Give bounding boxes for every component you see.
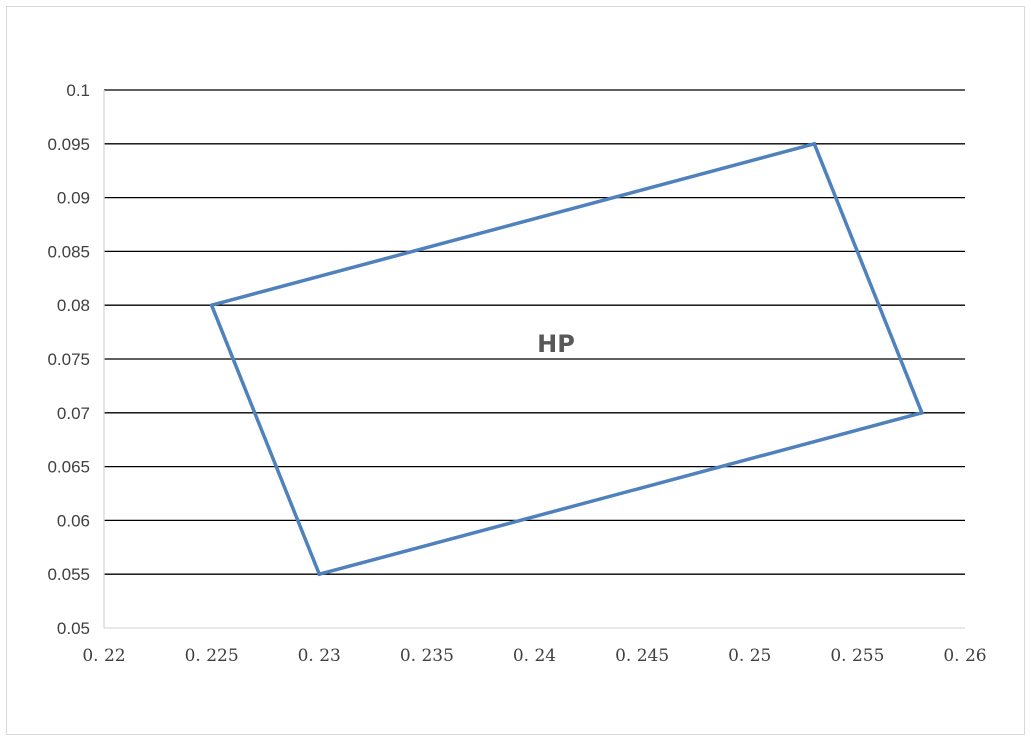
x-tick-label: 0. 235 [400, 646, 454, 666]
y-tick-label: 0.075 [47, 350, 90, 369]
y-tick-label: 0.07 [57, 404, 90, 423]
y-tick-label: 0.06 [57, 511, 90, 530]
y-tick-label: 0.05 [57, 619, 90, 638]
y-tick-label: 0.085 [47, 242, 90, 261]
data-point [317, 572, 321, 576]
x-tick-label: 0. 26 [943, 646, 986, 666]
y-tick-label: 0.095 [47, 135, 90, 154]
annotation-label: HP [537, 330, 575, 358]
x-tick-label: 0. 25 [728, 646, 771, 666]
y-tick-labels: 0.05 0.055 0.06 0.065 0.07 0.075 0.08 0.085 0.09… [47, 81, 90, 638]
y-tick-label: 0.1 [66, 81, 90, 100]
x-tick-label: 0. 23 [298, 646, 341, 666]
x-tick-labels: 0. 22 0. 225 0. 23 0. 235 0. 24 0. 245 0. 25 0.… [82, 646, 986, 666]
y-tick-label: 0.055 [47, 565, 90, 584]
annotations: HP [537, 330, 575, 358]
data-point [920, 411, 924, 415]
x-tick-label: 0. 24 [513, 646, 556, 666]
x-tick-label: 0. 22 [82, 646, 125, 666]
y-tick-label: 0.065 [47, 458, 90, 477]
x-tick-label: 0. 255 [830, 646, 884, 666]
chart-plot: 0.05 0.055 0.06 0.065 0.07 0.075 0.08 0.085 0.09… [7, 7, 1026, 736]
data-point [210, 303, 214, 307]
y-tick-label: 0.08 [57, 296, 90, 315]
x-tick-label: 0. 245 [615, 646, 669, 666]
gridlines [104, 90, 965, 574]
chart-area: 0.05 0.055 0.06 0.065 0.07 0.075 0.08 0.085 0.09… [6, 6, 1025, 735]
y-tick-label: 0.09 [57, 189, 90, 208]
x-tick-label: 0. 225 [185, 646, 239, 666]
data-point [813, 142, 817, 146]
